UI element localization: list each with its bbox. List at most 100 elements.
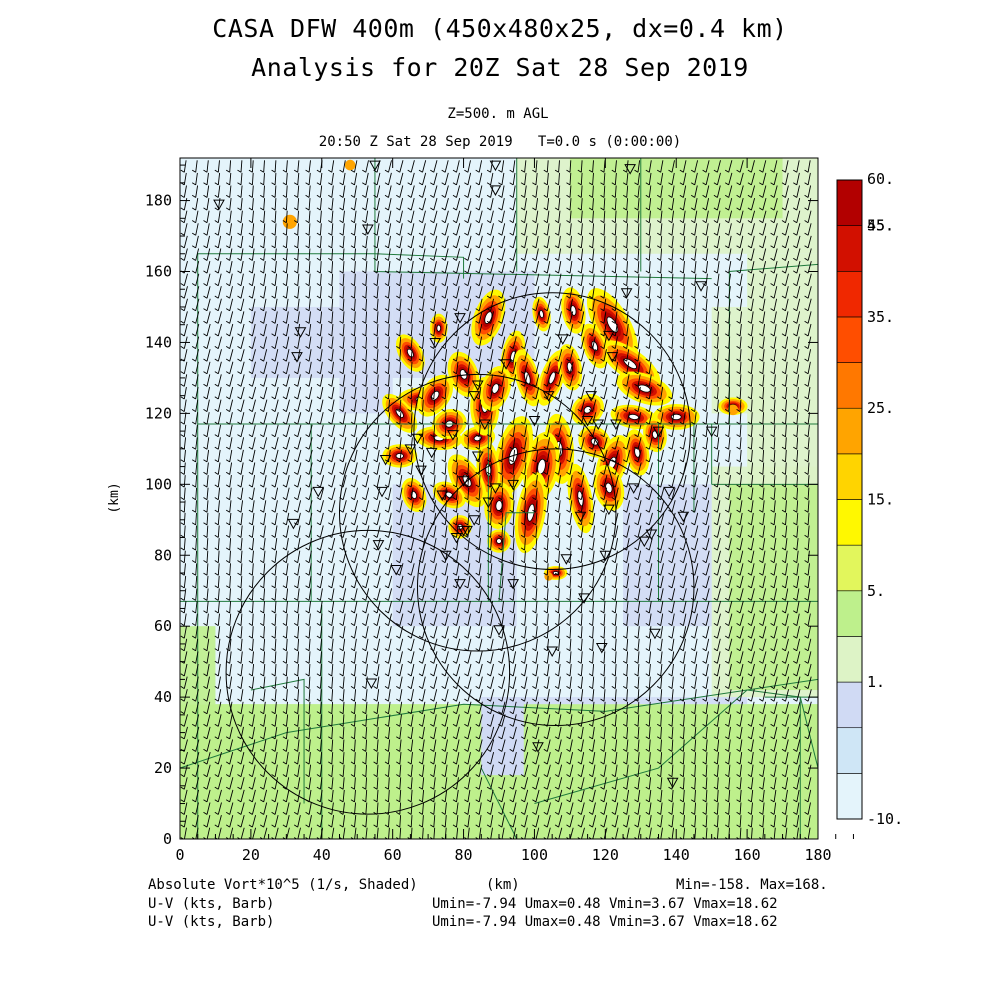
station-marker <box>489 483 502 494</box>
x-tick-label: 40 <box>313 846 331 864</box>
station-marker <box>624 164 636 175</box>
station-marker <box>482 497 495 509</box>
vorticity-core <box>395 453 404 459</box>
county-line <box>480 767 518 839</box>
y-tick-label: 120 <box>145 404 172 422</box>
station-marker <box>213 199 225 211</box>
station-marker <box>369 160 381 172</box>
colorbar-swatch <box>836 407 863 455</box>
colorbar-label: 25. <box>867 399 894 417</box>
colorbar-label: 35. <box>867 308 894 326</box>
station-marker <box>585 391 598 402</box>
station-marker <box>620 288 633 299</box>
station-marker <box>294 327 307 338</box>
station-marker <box>560 554 573 565</box>
y-axis-label: (km) <box>107 482 122 513</box>
station-marker <box>447 430 459 441</box>
field-label: Absolute Vort*10^5 (1/s, Shaded) <box>148 877 418 893</box>
colorbar-swatch <box>836 270 863 318</box>
y-tick-label: 80 <box>154 546 172 564</box>
colorbar-swatch <box>836 544 863 592</box>
axes: 0 20 40 60 80 100 120 140 160 180 0 20 40 60 80 100 120 1… <box>145 158 854 864</box>
min-max-label: Min=-158. Max=168. <box>676 877 828 893</box>
x-tick-label: 140 <box>663 846 690 864</box>
colorbar-swatch <box>836 499 863 546</box>
station-marker <box>404 444 417 455</box>
station-marker <box>471 380 484 392</box>
station-marker <box>666 777 679 789</box>
colorbar-label: -10. <box>867 810 903 828</box>
vorticity-cell <box>417 374 454 417</box>
station-marker <box>362 224 374 235</box>
county-line <box>711 263 818 425</box>
station-marker <box>468 391 481 402</box>
x-tick-label: 20 <box>242 846 260 864</box>
station-marker <box>500 359 512 370</box>
station-marker <box>471 451 484 462</box>
station-marker <box>436 490 449 501</box>
vorticity-core <box>539 309 544 319</box>
station-marker <box>705 426 718 438</box>
station-marker <box>461 525 473 537</box>
vorticity-blob <box>344 159 356 171</box>
vorticity-core <box>605 482 613 494</box>
vorticity-cell <box>382 444 418 468</box>
time-label: 20:50 Z Sat 28 Sep 2019 T=0.0 s (0:00:00… <box>318 134 682 150</box>
field-region <box>250 306 340 378</box>
y-tick-label: 0 <box>163 830 172 848</box>
station-marker <box>450 533 463 544</box>
colorbar-swatch <box>836 179 863 226</box>
station-marker <box>528 415 541 427</box>
vorticity-core <box>591 340 598 352</box>
colorbar-swatch <box>836 727 863 774</box>
colorbar-swatch <box>836 316 863 363</box>
colorbar-swatch <box>836 773 863 820</box>
station-marker <box>429 337 442 349</box>
station-marker <box>425 447 438 459</box>
chart-subtitle: Analysis for 20Z Sat 28 Sep 2019 <box>251 53 749 82</box>
station-marker <box>610 419 622 431</box>
colorbar-label: 45. <box>867 217 894 235</box>
station-marker <box>312 486 325 498</box>
y-tick-label: 180 <box>145 192 172 210</box>
station-marker <box>574 511 587 523</box>
station-marker <box>677 511 690 523</box>
x-tick-label: 180 <box>804 846 831 864</box>
vorticity-blob <box>544 572 553 581</box>
colorbar-swatch <box>836 636 863 683</box>
range-ring <box>413 292 691 570</box>
colorbar-swatch <box>836 362 863 409</box>
colorbar-label: 15. <box>867 491 894 509</box>
county-line <box>197 158 376 839</box>
station-marker <box>542 391 555 402</box>
station-marker <box>439 550 452 562</box>
county-line <box>250 678 305 804</box>
station-marker <box>379 454 392 466</box>
station-marker <box>599 550 612 562</box>
station-marker <box>454 579 466 590</box>
x-tick-label: 0 <box>175 846 184 864</box>
station-marker <box>372 540 385 551</box>
vorticity-core <box>496 538 502 544</box>
station-marker <box>603 330 615 342</box>
county-line <box>374 253 465 279</box>
colorbar-swatch <box>836 681 863 729</box>
station-marker <box>493 625 505 636</box>
station-marker <box>291 352 303 363</box>
station-marker <box>595 642 608 654</box>
station-marker <box>546 646 559 658</box>
x-tick-label: 100 <box>521 846 548 864</box>
station-marker <box>592 419 605 431</box>
station-marker <box>663 486 675 498</box>
station-marker <box>507 479 520 491</box>
colorbar-swatch <box>836 453 863 500</box>
station-marker <box>454 313 466 324</box>
x-tick-label: 120 <box>592 846 619 864</box>
vorticity-cell <box>513 349 541 407</box>
station-marker <box>581 415 594 427</box>
barb-label-2: U-V (kts, Barb) <box>148 914 275 930</box>
vorticity-blob <box>727 404 739 416</box>
station-marker <box>489 160 502 172</box>
y-tick-label: 160 <box>145 263 172 281</box>
